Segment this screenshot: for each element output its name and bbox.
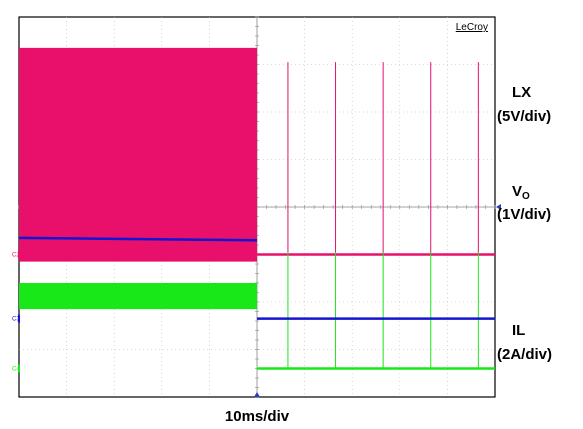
vo-trace-active bbox=[18, 236, 258, 242]
trigger-position-marker bbox=[254, 392, 260, 397]
channel-label-c4: C4 bbox=[12, 367, 20, 373]
channel-label-c3: C3 bbox=[12, 317, 20, 323]
channel-label-c2: C2 bbox=[12, 253, 20, 259]
series-name-vo-sub: O bbox=[522, 191, 530, 202]
lx-switching-band bbox=[19, 47, 257, 262]
traces bbox=[18, 47, 495, 370]
series-name-vo-main: V bbox=[512, 183, 522, 200]
series-scale-il: (2A/div) bbox=[497, 346, 552, 363]
series-name-vo: VO bbox=[512, 183, 530, 202]
il-ripple-band bbox=[19, 283, 257, 310]
series-name-il: IL bbox=[512, 322, 525, 339]
brand-label: LeCroy bbox=[456, 22, 488, 33]
time-scale-label: 10ms/div bbox=[225, 408, 290, 425]
series-name-lx: LX bbox=[512, 84, 531, 101]
series-scale-lx: (5V/div) bbox=[497, 108, 551, 125]
channel-markers: C2 C3 C4 bbox=[12, 204, 501, 397]
series-scale-vo: (1V/div) bbox=[497, 206, 551, 223]
trigger-level-marker bbox=[496, 204, 501, 210]
